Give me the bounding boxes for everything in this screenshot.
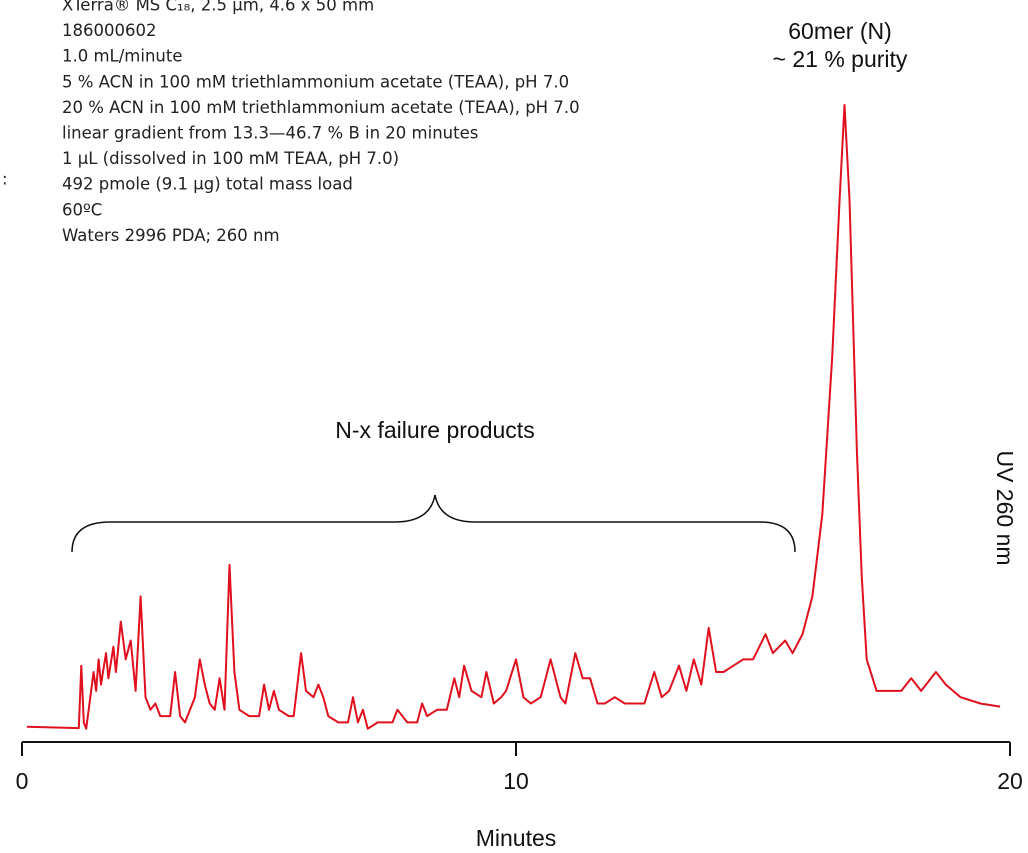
margin-mark: : (2, 170, 8, 189)
condition-line: 186000602 (62, 21, 156, 40)
x-tick-label: 20 (997, 768, 1023, 794)
condition-line: 20 % ACN in 100 mM triethlammonium aceta… (62, 98, 580, 117)
condition-line: Waters 2996 PDA; 260 nm (62, 226, 280, 245)
condition-line: 60ºC (62, 200, 102, 219)
condition-line: 492 pmole (9.1 µg) total mass load (62, 175, 353, 194)
y-axis-label: UV 260 nm (992, 450, 1018, 565)
condition-line: XTerra® MS C₁₈, 2.5 µm, 4.6 x 50 mm (62, 0, 374, 15)
x-tick-label: 0 (16, 768, 29, 794)
x-tick-label: 10 (503, 768, 529, 794)
condition-line: linear gradient from 13.3—46.7 % B in 20… (62, 124, 478, 143)
trace (26, 104, 1001, 730)
peak-purity: ~ 21 % purity (773, 46, 908, 72)
condition-line: 1 µL (dissolved in 100 mM TEAA, pH 7.0) (62, 149, 399, 168)
x-axis-label: Minutes (476, 825, 557, 851)
failure-label: N-x failure products (335, 417, 534, 443)
brace (71, 494, 796, 553)
condition-line: 1.0 mL/minute (62, 47, 183, 66)
peak-label: 60mer (N) (788, 18, 892, 44)
condition-line: 5 % ACN in 100 mM triethlammonium acetat… (62, 72, 569, 91)
